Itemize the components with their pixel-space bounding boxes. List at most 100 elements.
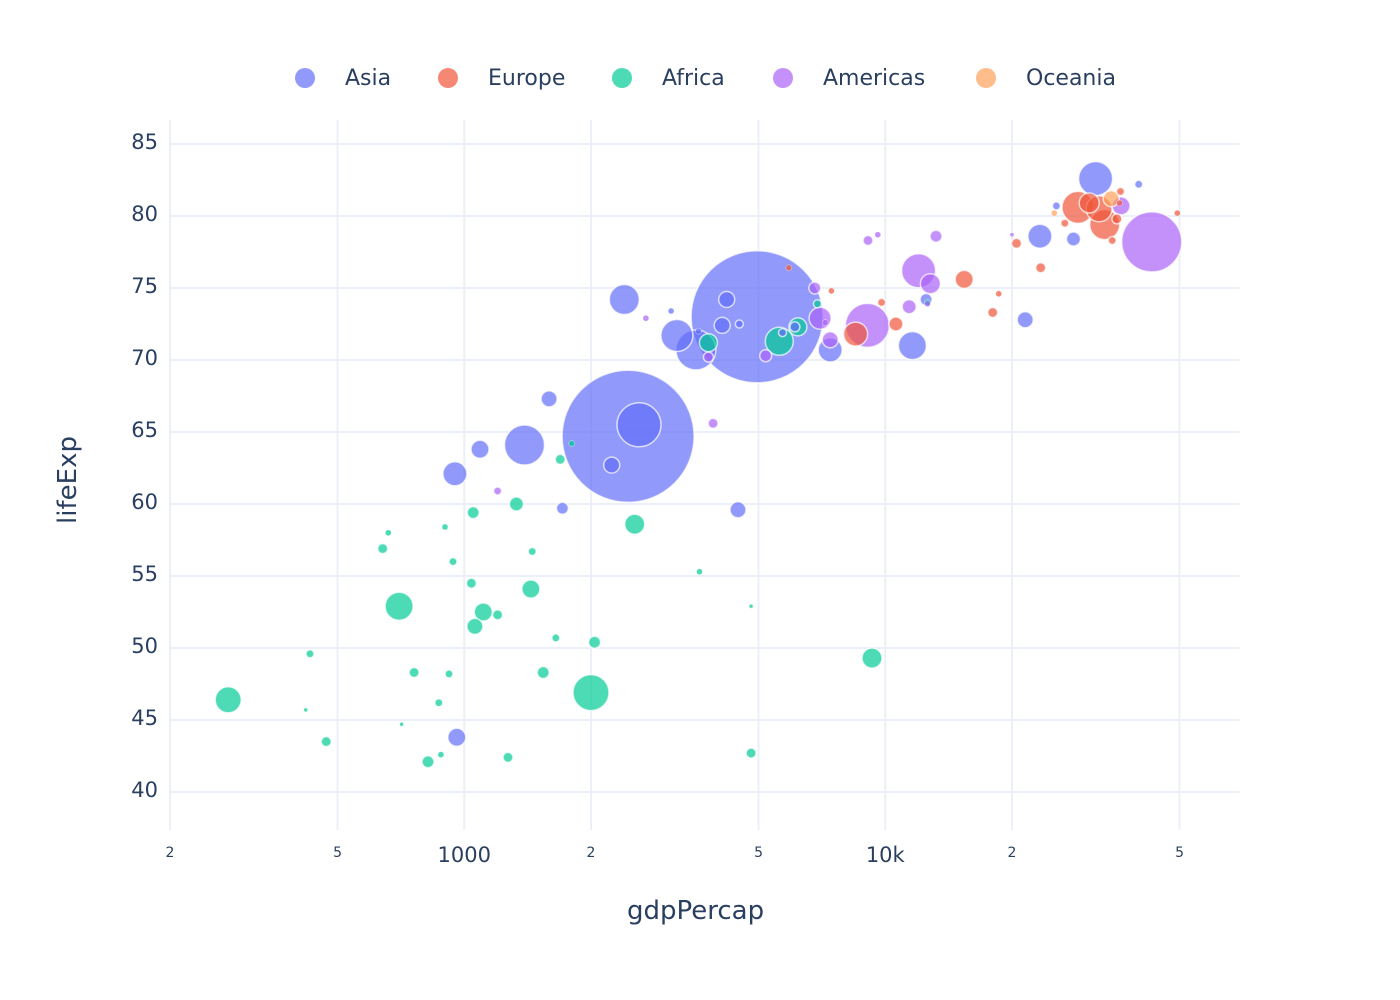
bubble-africa[interactable] [437, 751, 445, 758]
bubble-americas[interactable] [642, 314, 650, 322]
bubble-asia[interactable] [789, 321, 801, 333]
bubble-europe[interactable] [888, 316, 904, 332]
bubble-asia[interactable] [503, 424, 546, 466]
bubble-africa[interactable] [696, 568, 703, 575]
bubble-asia[interactable] [729, 501, 747, 519]
bubble-africa[interactable] [508, 496, 525, 512]
bubble-asia[interactable] [616, 402, 662, 448]
bubble-europe[interactable] [995, 290, 1002, 298]
bubble-africa[interactable] [466, 617, 484, 636]
bubble-africa[interactable] [385, 529, 392, 537]
bubble-asia[interactable] [1077, 160, 1114, 197]
bubble-europe[interactable] [828, 287, 835, 295]
bubble-africa[interactable] [812, 299, 823, 309]
bubble-asia[interactable] [667, 307, 675, 315]
bubble-oceania[interactable] [1102, 189, 1120, 208]
bubble-africa[interactable] [303, 707, 308, 713]
bubble-europe[interactable] [1115, 186, 1126, 197]
bubble-europe[interactable] [842, 321, 869, 347]
bubble-europe[interactable] [1078, 192, 1100, 214]
plot-area[interactable] [214, 160, 1183, 769]
bubble-europe[interactable] [1010, 237, 1023, 250]
bubble-americas[interactable] [808, 306, 832, 330]
bubble-americas[interactable] [929, 229, 943, 243]
bubble-africa[interactable] [587, 635, 602, 649]
bubble-africa[interactable] [527, 546, 537, 557]
bubble-africa[interactable] [376, 542, 389, 555]
bubble-africa[interactable] [466, 505, 480, 520]
bubble-asia[interactable] [1016, 310, 1034, 329]
legend-item-africa[interactable]: Africa [612, 58, 725, 98]
bubble-americas[interactable] [1009, 232, 1015, 237]
bubble-africa[interactable] [465, 577, 478, 589]
bubble-africa[interactable] [448, 556, 458, 567]
bubble-asia[interactable] [602, 456, 621, 474]
bubble-europe[interactable] [954, 269, 974, 290]
bubble-africa[interactable] [698, 332, 719, 353]
bubble-africa[interactable] [623, 513, 646, 535]
bubble-asia[interactable] [555, 501, 570, 516]
bubble-asia[interactable] [442, 461, 468, 487]
bubble-africa[interactable] [444, 669, 454, 679]
bubble-americas[interactable] [924, 300, 931, 308]
bubble-africa[interactable] [521, 579, 541, 599]
legend-item-europe[interactable]: Europe [438, 58, 565, 98]
bubble-africa[interactable] [399, 722, 404, 727]
bubble-asia[interactable] [447, 727, 467, 748]
bubble-africa[interactable] [748, 603, 754, 609]
bubble-africa[interactable] [491, 609, 504, 621]
bubble-asia[interactable] [1051, 201, 1062, 211]
bubble-asia[interactable] [717, 290, 736, 309]
bubble-africa[interactable] [320, 735, 332, 748]
bubble-africa[interactable] [384, 591, 414, 621]
bubble-africa[interactable] [421, 755, 435, 769]
bubble-africa[interactable] [536, 665, 550, 680]
bubble-asia[interactable] [897, 330, 928, 361]
bubble-americas[interactable] [1120, 211, 1183, 273]
bubble-africa[interactable] [745, 747, 757, 759]
bubble-americas[interactable] [821, 319, 829, 326]
bubble-africa[interactable] [551, 633, 561, 643]
bubble-europe[interactable] [1034, 262, 1047, 274]
bubble-americas[interactable] [874, 231, 882, 238]
bubble-americas[interactable] [862, 234, 874, 247]
legend-item-asia[interactable]: Asia [295, 58, 391, 98]
bubble-africa[interactable] [502, 751, 514, 764]
bubble-africa[interactable] [861, 647, 883, 669]
bubble-europe[interactable] [876, 297, 887, 308]
bubble-africa[interactable] [572, 673, 610, 712]
bubble-africa[interactable] [214, 686, 242, 714]
legend-item-oceania[interactable]: Oceania [976, 58, 1116, 98]
bubble-africa[interactable] [473, 602, 494, 622]
bubble-americas[interactable] [492, 486, 503, 496]
bubble-europe[interactable] [1060, 218, 1070, 228]
bubble-asia[interactable] [1065, 231, 1082, 247]
bubble-africa[interactable] [568, 440, 575, 447]
bubble-europe[interactable] [1116, 199, 1123, 207]
bubble-asia[interactable] [660, 318, 694, 353]
bubble-europe[interactable] [1174, 209, 1181, 217]
legend-item-americas[interactable]: Americas [773, 58, 925, 98]
bubble-europe[interactable] [1107, 235, 1117, 246]
bubble-oceania[interactable] [1051, 209, 1058, 217]
bubble-asia[interactable] [540, 390, 558, 408]
bubble-africa[interactable] [408, 666, 420, 679]
bubble-americas[interactable] [808, 281, 822, 295]
bubble-africa[interactable] [554, 453, 566, 466]
bubble-africa[interactable] [441, 523, 449, 531]
bubble-americas[interactable] [758, 348, 773, 363]
bubble-americas[interactable] [919, 272, 942, 295]
bubble-asia[interactable] [1133, 179, 1144, 190]
bubble-americas[interactable] [901, 298, 917, 315]
bubble-asia[interactable] [713, 316, 731, 335]
bubble-asia[interactable] [1027, 223, 1053, 249]
bubble-europe[interactable] [785, 264, 793, 272]
bubble-americas[interactable] [821, 331, 839, 349]
bubble-asia[interactable] [777, 327, 788, 338]
bubble-asia[interactable] [470, 439, 490, 460]
bubble-asia[interactable] [608, 283, 641, 316]
bubble-asia[interactable] [695, 327, 702, 335]
bubble-europe[interactable] [986, 306, 999, 319]
bubble-europe[interactable] [1111, 213, 1123, 225]
bubble-americas[interactable] [707, 417, 719, 430]
